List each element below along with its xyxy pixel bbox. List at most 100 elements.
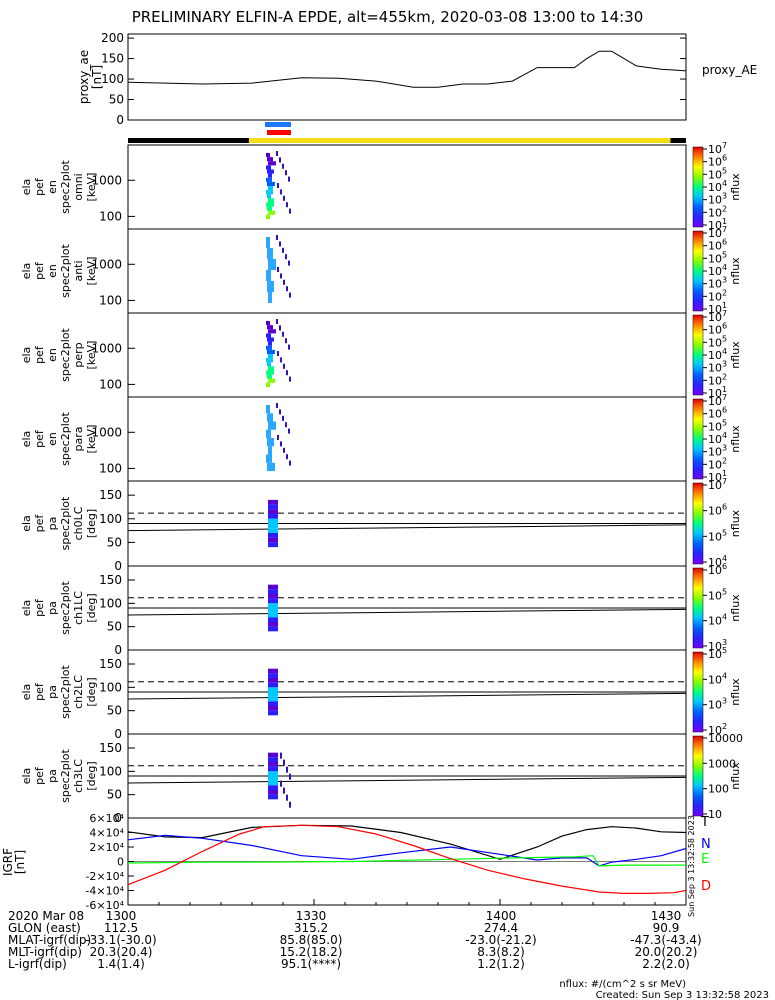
spec-panel-frame <box>127 228 687 314</box>
colorbar-tick-label: 102 <box>708 288 727 303</box>
pa-ytick-label: 0 <box>114 559 122 573</box>
colorbar-tick-label: 106 <box>708 238 727 253</box>
igrf-ytick-label: -4×10⁴ <box>85 885 124 898</box>
spectrogram-speck <box>280 189 282 195</box>
proxy-ae-ytick-label: 100 <box>101 72 124 86</box>
spec-ylabel-line: spec2plot <box>59 749 72 803</box>
xaxis-row-value: 315.2 <box>294 921 328 935</box>
spec-ylabel-line: ela <box>20 347 33 364</box>
pa-spectrogram-cell <box>268 710 278 716</box>
pa-loss-cone-line <box>127 524 687 532</box>
spec-panel-frame <box>127 144 687 230</box>
spec-ylabel-line: ela <box>20 431 33 448</box>
proxy-ae-ytick-label: 150 <box>101 52 124 66</box>
spectrogram-cell <box>268 198 274 203</box>
spec-ylabel-line: [keV] <box>85 173 98 202</box>
colorbar-tick-label: 106 <box>708 322 727 337</box>
colorbar-label: nflux <box>729 594 742 622</box>
spec-ylabel-line: spec2plot <box>59 496 72 550</box>
spec-ytick-label: 1000 <box>91 173 122 187</box>
colorbar-tick-label: 103 <box>708 192 727 207</box>
igrf-series-E <box>127 855 686 867</box>
colorbar-tick-label: 101 <box>708 217 727 232</box>
spectrogram-speck <box>283 447 285 453</box>
colorbar-tick-label: 104 <box>708 263 727 278</box>
pa-spectrogram-speck <box>280 780 282 787</box>
colorbar-tick-label: 106 <box>708 562 727 577</box>
spec-ylabel-line: en <box>46 264 59 278</box>
colorbar-tick-label: 102 <box>708 204 727 219</box>
spectrogram-cell <box>268 292 272 303</box>
pa-spectrogram-cell <box>268 608 278 613</box>
spectrogram-cell <box>268 161 276 166</box>
spectrogram-cell <box>266 358 273 363</box>
science-zone-red-bar <box>267 130 291 135</box>
colorbar <box>692 398 704 480</box>
xaxis-row-label: MLAT-igrf(dip) <box>8 933 91 947</box>
xaxis-row-value: 1430 <box>651 909 682 923</box>
proxy-ae-ylabel: proxy_ae <box>77 50 91 104</box>
xaxis-row-label: 2020 Mar 08 <box>8 909 84 923</box>
pa-ytick-label: 150 <box>99 657 122 671</box>
spectrogram-cell <box>267 438 274 447</box>
spec-ylabel-line: omni <box>72 173 85 200</box>
xaxis-row-label: MLT-igrf(dip) <box>8 945 82 959</box>
xaxis-row-value: 95.1(****) <box>281 957 341 971</box>
colorbar-tick-label: 106 <box>708 154 727 169</box>
proxy-ae-line <box>127 50 687 88</box>
igrf-series-N <box>127 834 687 867</box>
colorbar-tick-label: 107 <box>708 477 727 492</box>
spec-ylabel-line: pef <box>33 345 46 364</box>
pa-ytick-label: 150 <box>99 488 122 502</box>
spectrogram-speck <box>282 331 284 337</box>
colorbar-tick-label: 104 <box>708 554 727 569</box>
spectrogram-speck <box>288 344 290 350</box>
spectrogram-speck <box>279 409 281 415</box>
pa-spectrogram-cell <box>268 622 278 627</box>
spec-ylabel-line: para <box>72 427 85 452</box>
spec-ylabel-line: spec2plot <box>59 244 72 298</box>
pa-spectrogram-speck <box>289 773 291 780</box>
colorbar <box>692 651 704 733</box>
spec-ylabel-line: spec2plot <box>59 412 72 466</box>
proxy-ae-ytick-label: 200 <box>101 31 124 45</box>
igrf-ytick-label: 4×10⁴ <box>89 827 124 840</box>
pa-spectrogram-cell <box>268 771 278 776</box>
colorbar-tick-label: 107 <box>708 309 727 324</box>
xaxis-row-value: 1400 <box>486 909 517 923</box>
colorbar-tick-label: 103 <box>708 444 727 459</box>
xaxis-row-value: -33.1(-30.0) <box>85 933 156 947</box>
xaxis-row-value: 90.9 <box>653 921 680 935</box>
spec-ylabel-line: [keV] <box>85 257 98 286</box>
spec-ylabel-line: pef <box>33 682 46 701</box>
spectrogram-speck <box>286 202 288 208</box>
pa-ytick-label: 50 <box>107 704 122 718</box>
spectrogram-cell <box>266 345 272 350</box>
colorbar-tick-label: 104 <box>708 179 727 194</box>
pa-spectrogram-cell <box>268 499 278 505</box>
spectrogram-cell <box>266 382 270 387</box>
pa-spectrogram-cell <box>268 790 278 795</box>
footer-created: Created: Sun Sep 3 13:32:58 2023 <box>596 990 769 1000</box>
igrf-ytick-label: -6×10⁴ <box>85 899 124 912</box>
pa-ytick-label: 50 <box>107 620 122 634</box>
spectrogram-speck <box>276 319 278 324</box>
spec-ylabel-line: [deg] <box>85 509 98 538</box>
spectrogram-speck <box>289 208 291 214</box>
spec-ylabel-line: [deg] <box>85 677 98 706</box>
spec-ylabel-line: ch1LC <box>72 591 85 625</box>
spectrogram-speck <box>286 286 288 292</box>
colorbar-tick-label: 106 <box>708 406 727 421</box>
spectrogram-speck <box>279 241 281 247</box>
spectrogram-speck <box>282 163 284 169</box>
spectrogram-speck <box>286 454 288 460</box>
spectrogram-speck <box>285 422 287 428</box>
spec-ylabel-line: ela <box>20 263 33 280</box>
spectrogram-cell <box>267 337 274 342</box>
spectrogram-cell <box>268 173 272 178</box>
pa-ytick-label: 0 <box>114 643 122 657</box>
colorbar-tick-label: 103 <box>708 360 727 375</box>
colorbar-tick-label: 104 <box>708 671 727 686</box>
spectrogram-cell <box>266 321 270 326</box>
spectrogram-cell <box>266 454 272 463</box>
